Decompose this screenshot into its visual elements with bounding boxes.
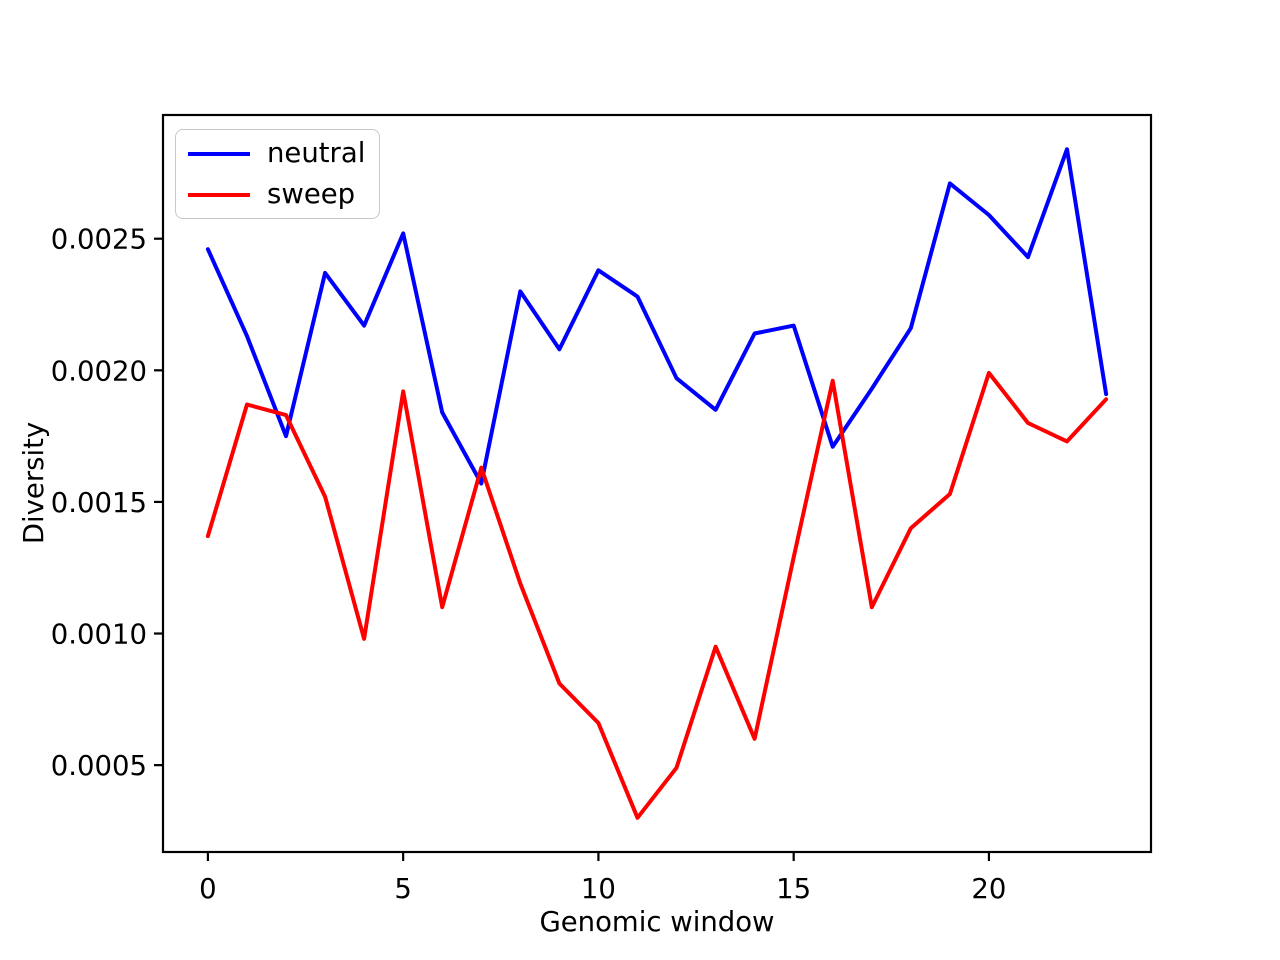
legend-item-neutral: neutral: [188, 137, 365, 170]
y-tick-label: 0.0015: [51, 487, 147, 519]
series-line-neutral: [205, 147, 1109, 486]
y-tick-label: 0.0005: [51, 750, 147, 782]
x-tick-label: 20: [971, 873, 1006, 905]
x-axis-label: Genomic window: [539, 906, 775, 938]
legend-label-sweep: sweep: [267, 177, 356, 210]
x-tick-label: 15: [776, 873, 811, 905]
legend: neutral sweep: [175, 129, 381, 219]
x-tick-label: 5: [394, 873, 412, 905]
x-tick-label: 10: [581, 873, 616, 905]
y-tick-label: 0.0020: [51, 355, 147, 387]
legend-item-sweep: sweep: [188, 178, 365, 211]
y-tick-label: 0.0025: [51, 224, 147, 256]
plot-border: [161, 113, 1153, 854]
y-axis-label: Diversity: [18, 421, 50, 545]
legend-line-neutral-icon: [188, 151, 250, 156]
x-tick-label: 0: [199, 873, 217, 905]
series-line-sweep: [205, 370, 1109, 820]
legend-line-sweep-icon: [188, 192, 250, 197]
y-tick-label: 0.0010: [51, 619, 147, 651]
legend-label-neutral: neutral: [267, 136, 366, 169]
